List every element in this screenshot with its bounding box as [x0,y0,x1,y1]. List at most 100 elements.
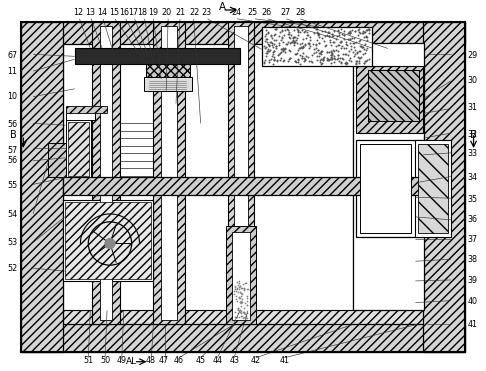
Point [326,36,334,42]
Point [279,45,287,51]
Point [360,60,367,66]
Point [290,35,297,41]
Point [361,29,369,35]
Point [305,45,313,50]
Point [328,55,336,61]
Point [268,40,276,46]
Point [359,28,366,34]
Point [309,52,316,58]
Point [334,52,342,58]
Point [278,35,286,41]
Point [363,27,371,33]
Point [233,285,241,291]
Point [326,56,334,62]
Point [321,28,329,34]
Point [342,61,350,67]
Bar [68,122,89,175]
Point [339,56,347,62]
Point [304,54,312,60]
Point [267,39,275,45]
Bar [234,26,248,320]
Point [341,60,348,66]
Point [354,32,362,38]
Point [337,59,345,65]
Point [329,39,337,45]
Point [314,32,322,38]
Point [260,60,268,66]
Point [293,40,301,46]
Point [277,55,285,61]
Point [337,60,345,66]
Point [365,56,373,62]
Bar [63,200,154,281]
Point [315,50,323,56]
Point [282,41,290,47]
Text: 10: 10 [7,92,17,101]
Point [288,39,296,45]
Point [324,32,331,38]
Point [360,34,368,40]
Point [299,36,307,42]
Point [295,59,302,65]
Point [312,26,320,32]
Point [273,26,280,32]
Point [272,43,280,49]
Point [346,48,353,54]
Point [236,314,243,320]
Point [262,39,270,45]
Point [235,295,243,301]
Bar [418,144,448,233]
Point [352,58,360,64]
Text: B: B [10,130,17,140]
Point [319,56,327,62]
Point [270,48,278,54]
Point [262,27,270,33]
Point [238,308,245,314]
Point [325,49,333,55]
Point [295,42,303,47]
Text: 23: 23 [202,9,211,17]
Point [342,45,349,51]
Point [340,32,348,38]
Text: 54: 54 [7,210,17,219]
Point [231,284,239,290]
Point [313,29,321,35]
Point [338,32,346,37]
Point [296,52,304,58]
Point [328,51,335,57]
Point [238,291,246,297]
Point [356,55,364,61]
Bar [226,226,256,324]
Point [278,46,286,52]
Point [237,303,245,309]
Point [360,60,368,66]
Point [355,39,363,45]
Text: 57: 57 [7,147,17,155]
Point [296,29,304,35]
Point [240,309,247,315]
Point [325,29,333,35]
Point [243,310,251,316]
Point [292,59,300,65]
Point [289,38,296,44]
Point [317,51,325,57]
Point [295,45,303,51]
Point [306,41,313,47]
Point [233,279,241,285]
Point [323,57,331,63]
Point [360,51,367,57]
Point [243,295,251,301]
Point [263,50,271,56]
Bar [21,22,63,352]
Point [353,49,361,55]
Point [323,49,330,55]
Point [353,50,361,56]
Point [345,30,352,36]
Point [291,58,299,64]
Point [271,57,278,63]
Point [333,56,341,62]
Text: 32: 32 [468,129,478,139]
Point [351,28,359,34]
Point [337,37,345,43]
Point [270,41,278,47]
